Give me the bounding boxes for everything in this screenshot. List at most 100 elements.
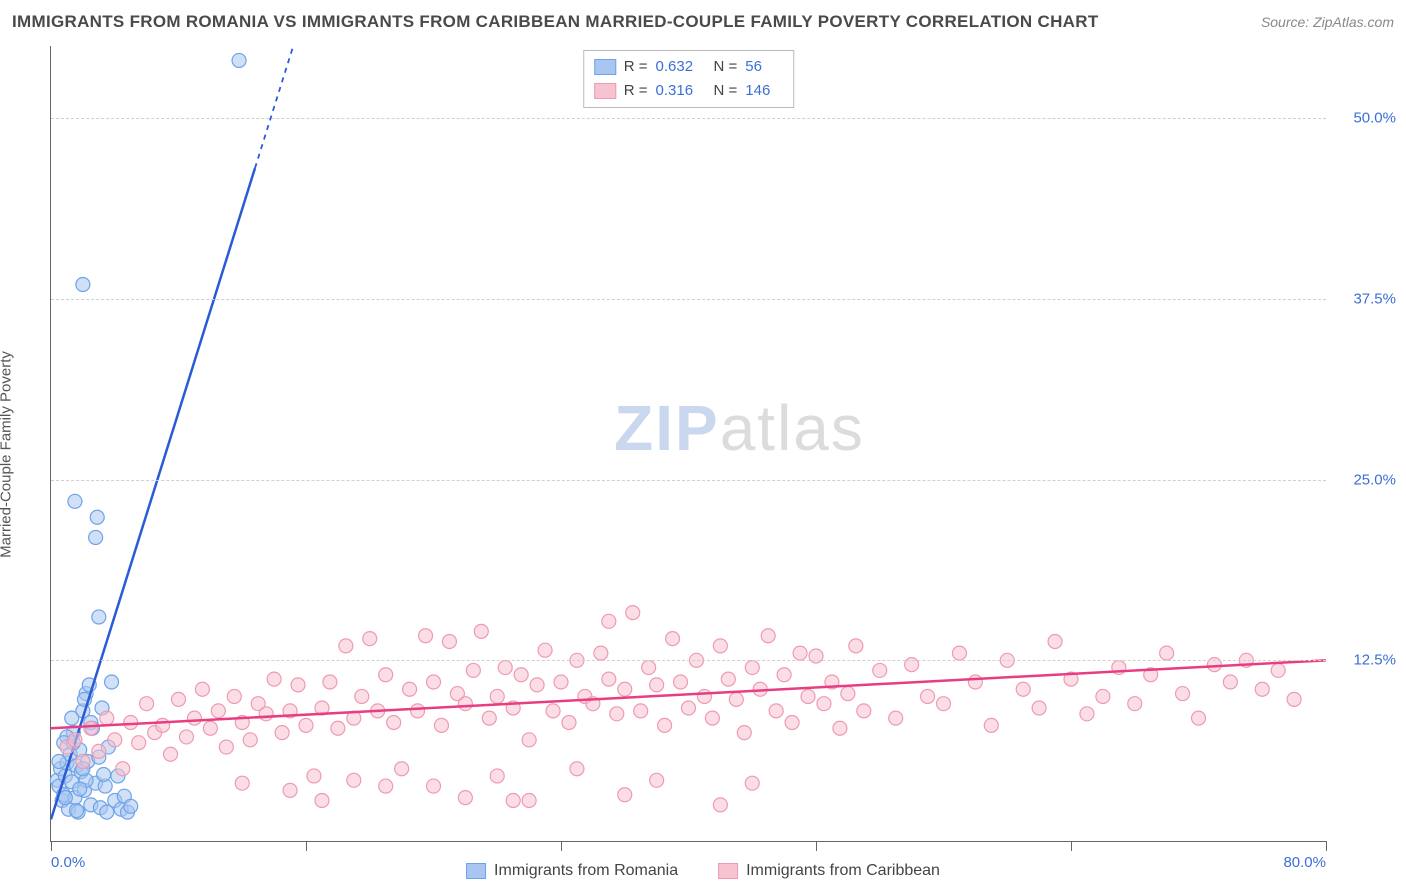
data-point bbox=[634, 704, 648, 718]
data-point bbox=[761, 629, 775, 643]
data-point bbox=[211, 704, 225, 718]
data-point bbox=[355, 689, 369, 703]
data-point bbox=[323, 675, 337, 689]
data-point bbox=[411, 704, 425, 718]
data-point bbox=[195, 682, 209, 696]
data-point bbox=[984, 718, 998, 732]
data-point bbox=[291, 678, 305, 692]
data-point bbox=[705, 711, 719, 725]
data-point bbox=[387, 715, 401, 729]
data-point bbox=[610, 707, 624, 721]
data-point bbox=[666, 632, 680, 646]
data-point bbox=[1255, 682, 1269, 696]
data-point bbox=[785, 715, 799, 729]
data-point bbox=[92, 744, 106, 758]
data-point bbox=[618, 682, 632, 696]
data-point bbox=[562, 715, 576, 729]
data-point bbox=[602, 614, 616, 628]
data-point bbox=[594, 646, 608, 660]
data-point bbox=[124, 715, 138, 729]
data-point bbox=[434, 718, 448, 732]
legend-row: R =0.632N =56 bbox=[594, 55, 780, 79]
data-point bbox=[458, 697, 472, 711]
data-point bbox=[156, 718, 170, 732]
data-point bbox=[1223, 675, 1237, 689]
x-tick-label: 0.0% bbox=[51, 854, 85, 871]
x-tick bbox=[1071, 841, 1072, 851]
data-point bbox=[52, 755, 66, 769]
data-point bbox=[235, 776, 249, 790]
data-point bbox=[522, 733, 536, 747]
gridline bbox=[51, 118, 1326, 119]
data-point bbox=[379, 668, 393, 682]
x-tick-label: 80.0% bbox=[1283, 854, 1326, 871]
data-point bbox=[70, 804, 84, 818]
data-point bbox=[227, 689, 241, 703]
data-point bbox=[570, 762, 584, 776]
legend-n-key: N = bbox=[714, 79, 738, 103]
legend-series: Immigrants from Romania Immigrants from C… bbox=[466, 862, 940, 880]
legend-n-value: 146 bbox=[745, 79, 779, 103]
legend-series-item: Immigrants from Caribbean bbox=[718, 862, 940, 880]
data-point bbox=[172, 692, 186, 706]
data-point bbox=[769, 704, 783, 718]
data-point bbox=[602, 672, 616, 686]
data-point bbox=[674, 675, 688, 689]
data-point bbox=[315, 794, 329, 808]
data-point bbox=[1128, 697, 1142, 711]
data-point bbox=[1096, 689, 1110, 703]
data-point bbox=[1016, 682, 1030, 696]
y-tick-label: 25.0% bbox=[1336, 471, 1396, 488]
data-point bbox=[777, 668, 791, 682]
data-point bbox=[1032, 701, 1046, 715]
data-point bbox=[968, 675, 982, 689]
legend-r-key: R = bbox=[624, 55, 648, 79]
x-tick bbox=[306, 841, 307, 851]
data-point bbox=[618, 788, 632, 802]
data-point bbox=[682, 701, 696, 715]
data-point bbox=[65, 711, 79, 725]
data-point bbox=[339, 639, 353, 653]
data-point bbox=[530, 678, 544, 692]
data-point bbox=[84, 721, 98, 735]
data-point bbox=[841, 687, 855, 701]
legend-n-value: 56 bbox=[745, 55, 779, 79]
chart-header: IMMIGRANTS FROM ROMANIA VS IMMIGRANTS FR… bbox=[12, 12, 1394, 32]
data-point bbox=[626, 606, 640, 620]
data-point bbox=[219, 740, 233, 754]
data-point bbox=[745, 661, 759, 675]
legend-r-value: 0.316 bbox=[656, 79, 706, 103]
trend-line bbox=[51, 660, 1326, 728]
data-point bbox=[203, 721, 217, 735]
data-point bbox=[140, 697, 154, 711]
legend-swatch bbox=[594, 59, 616, 75]
data-point bbox=[921, 689, 935, 703]
data-point bbox=[97, 768, 111, 782]
gridline bbox=[51, 480, 1326, 481]
data-point bbox=[73, 782, 87, 796]
legend-r-value: 0.632 bbox=[656, 55, 706, 79]
plot-svg bbox=[51, 46, 1326, 841]
legend-series-label: Immigrants from Romania bbox=[494, 862, 678, 880]
data-point bbox=[68, 733, 82, 747]
data-point bbox=[522, 794, 536, 808]
gridline bbox=[51, 660, 1326, 661]
data-point bbox=[490, 689, 504, 703]
data-point bbox=[1176, 687, 1190, 701]
data-point bbox=[395, 762, 409, 776]
data-point bbox=[873, 663, 887, 677]
gridline bbox=[51, 299, 1326, 300]
data-point bbox=[379, 779, 393, 793]
data-point bbox=[1192, 711, 1206, 725]
data-point bbox=[937, 697, 951, 711]
x-tick bbox=[816, 841, 817, 851]
data-point bbox=[506, 794, 520, 808]
legend-swatch bbox=[718, 863, 738, 879]
data-point bbox=[116, 762, 130, 776]
data-point bbox=[1271, 663, 1285, 677]
data-point bbox=[442, 635, 456, 649]
data-point bbox=[801, 689, 815, 703]
y-tick-label: 37.5% bbox=[1336, 290, 1396, 307]
y-tick-label: 50.0% bbox=[1336, 110, 1396, 127]
data-point bbox=[1287, 692, 1301, 706]
